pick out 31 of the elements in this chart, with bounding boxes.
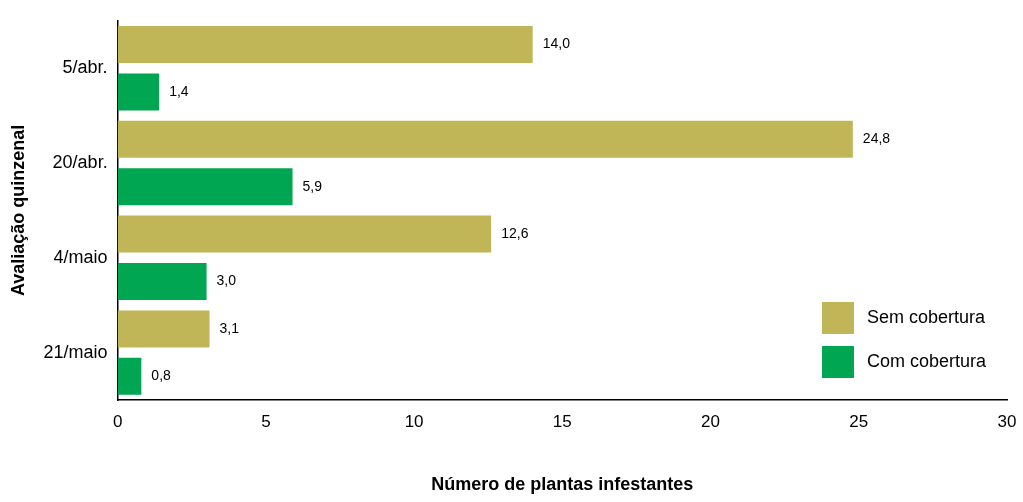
data-label: 3,1: [219, 319, 240, 336]
data-label: 0,8: [151, 367, 172, 384]
data-label: 1,4: [169, 82, 189, 99]
bar: [117, 26, 533, 63]
x-tick-label: 15: [552, 411, 572, 431]
x-tick-label: 5: [261, 411, 271, 431]
y-tick-label: 20/abr.: [52, 151, 108, 172]
x-tick-label: 30: [997, 411, 1017, 431]
data-label: 24,8: [862, 130, 891, 147]
bar: [117, 168, 293, 206]
x-tick-label: 0: [112, 411, 123, 431]
data-label: 5,9: [302, 177, 323, 194]
x-axis-title: Número de plantas infestantes: [431, 474, 694, 495]
legend-label: Sem cobertura: [867, 306, 987, 327]
y-axis-title: Avaliação quinzenal: [7, 124, 28, 297]
y-tick-label: 5/abr.: [62, 57, 108, 78]
x-tick-label: 10: [404, 411, 424, 431]
legend-label: Com cobertura: [867, 350, 988, 371]
y-tick-label: 21/maio: [43, 341, 108, 362]
data-label: 14,0: [542, 35, 571, 52]
data-label: 12,6: [501, 224, 529, 241]
x-tick-label: 20: [701, 411, 721, 431]
x-tick-label: 25: [849, 411, 869, 431]
bar: [117, 73, 160, 111]
y-tick-label: 4/maio: [53, 246, 108, 267]
bar: [117, 310, 210, 348]
bar: [117, 120, 853, 158]
bar: [117, 263, 207, 300]
data-label: 3,0: [216, 272, 237, 289]
bar: [117, 215, 492, 253]
bar: [117, 357, 142, 395]
